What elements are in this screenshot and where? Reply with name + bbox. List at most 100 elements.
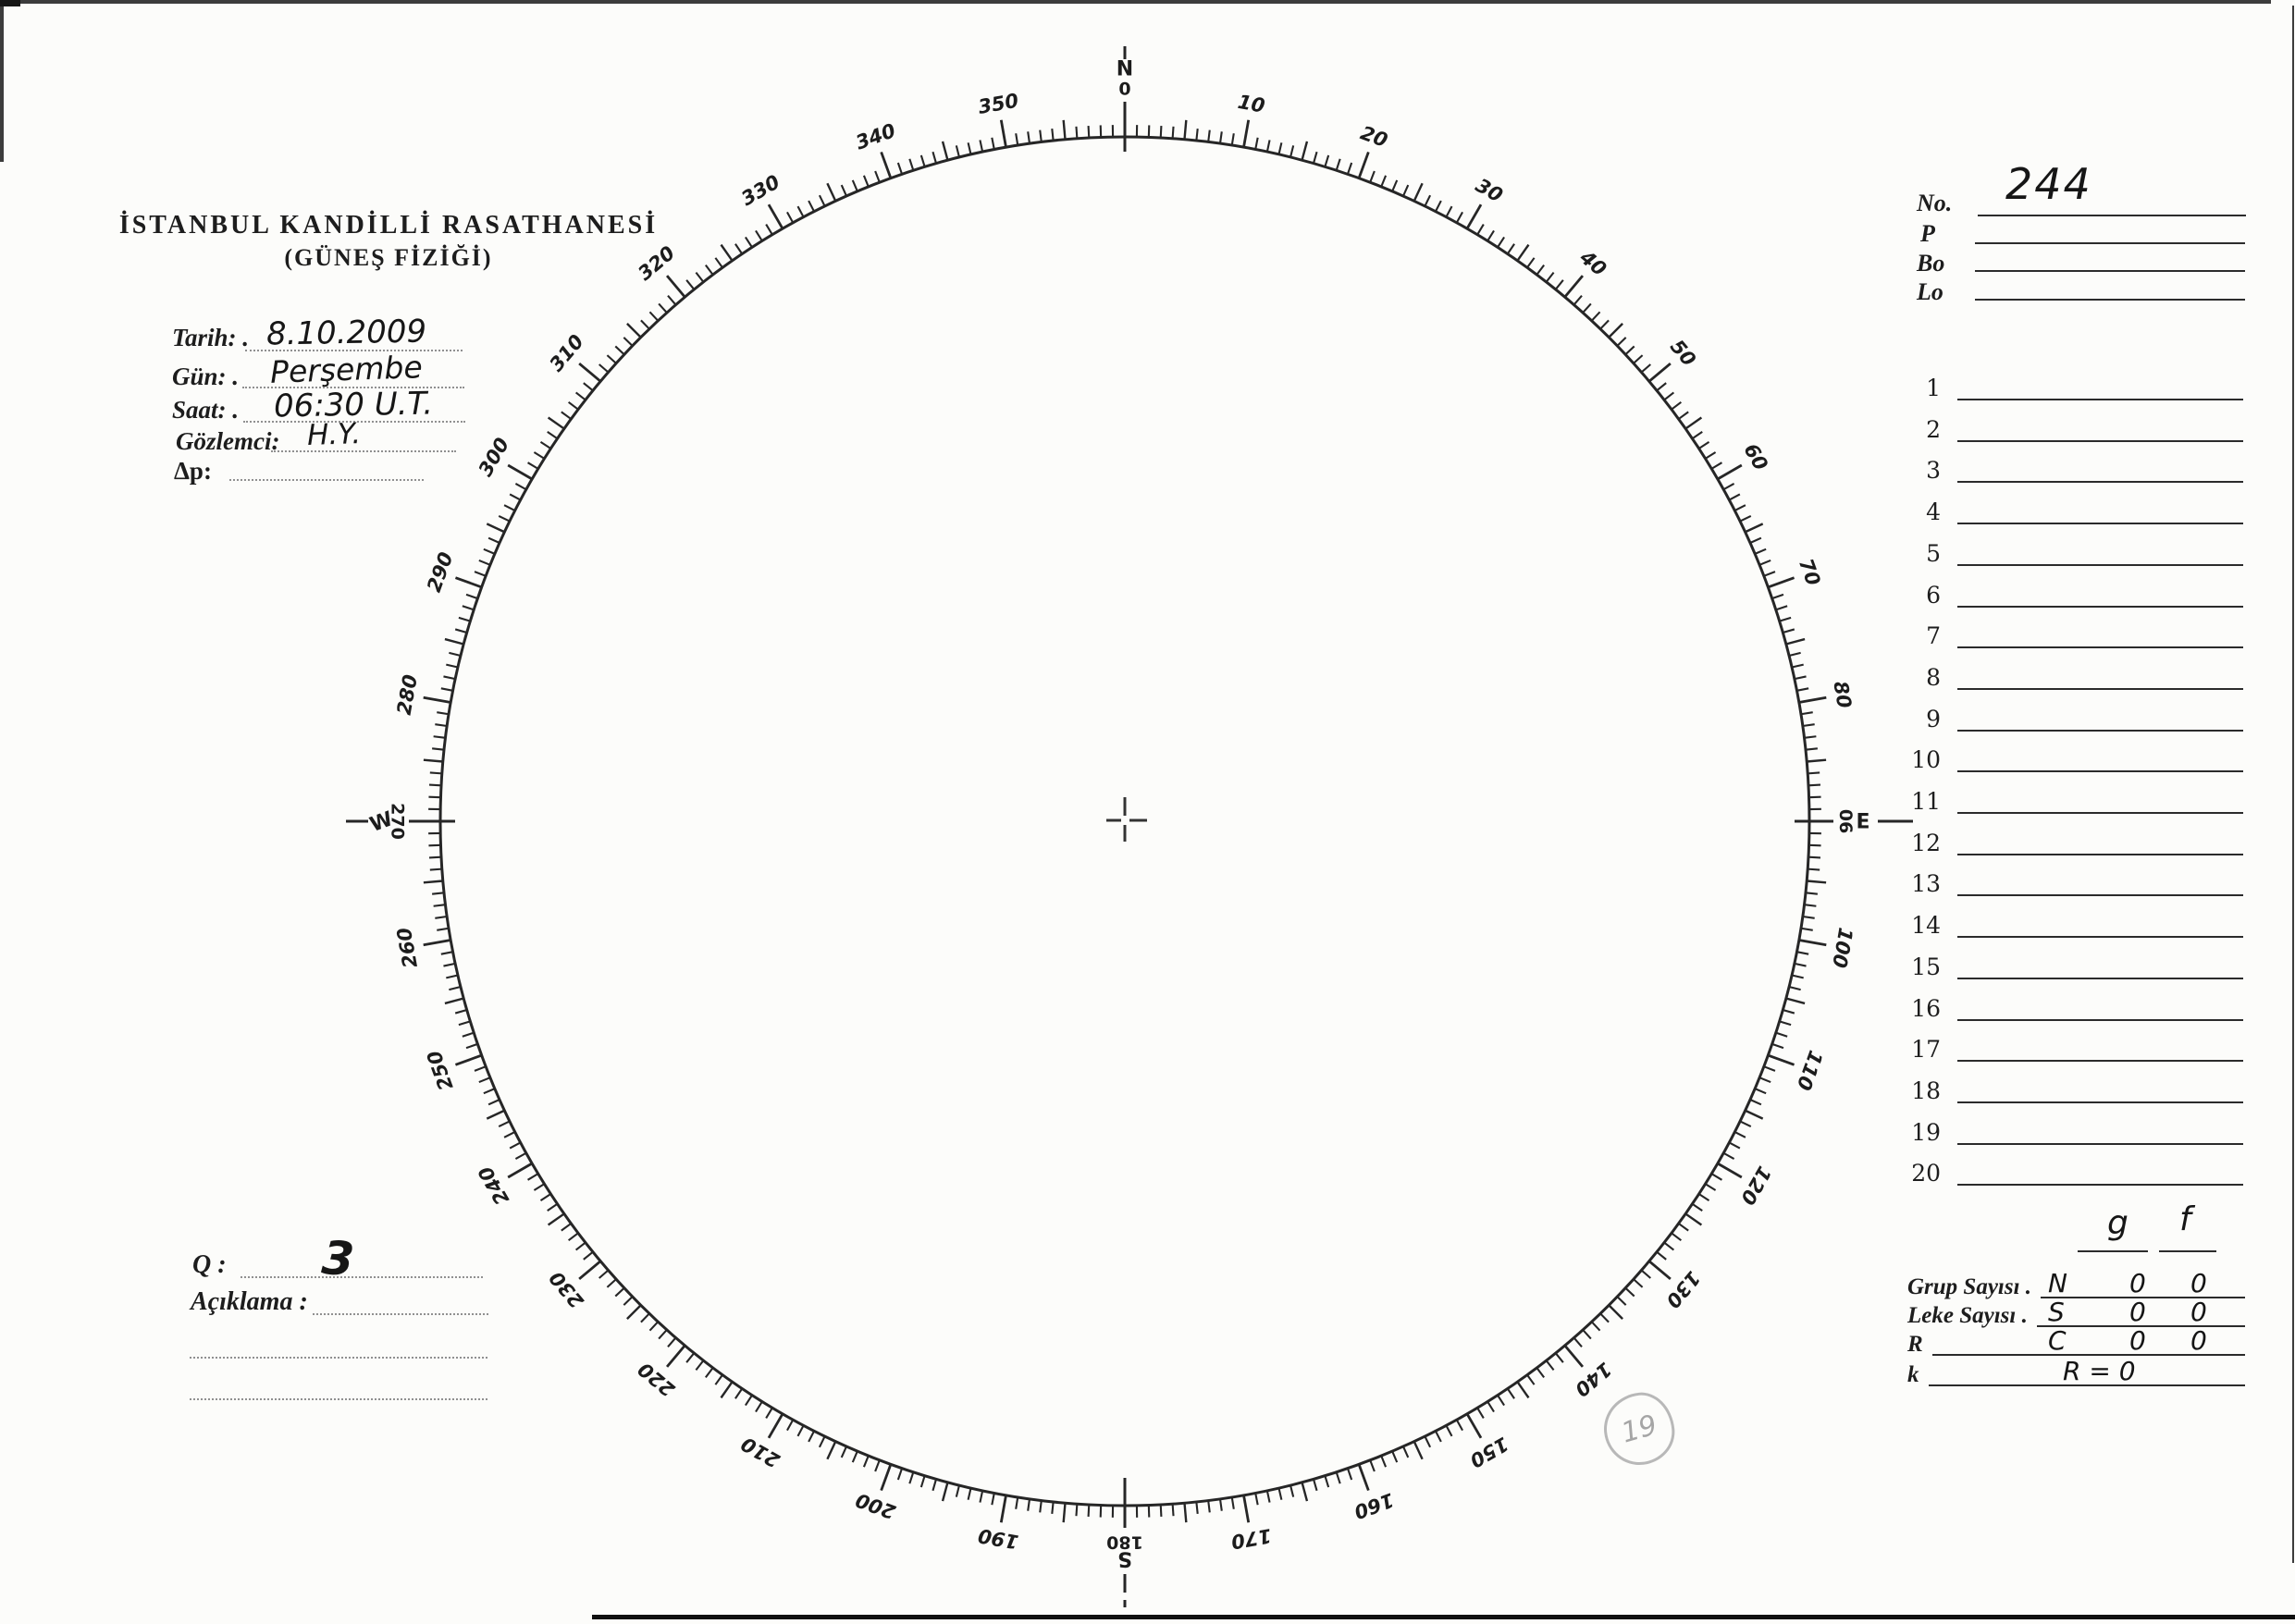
summary-rule [1928, 1357, 2245, 1386]
degree-tick [1075, 1504, 1079, 1517]
list-row-number: 20 [1911, 1160, 1941, 1187]
list-row-14: 14 [1887, 910, 2243, 939]
list-row-number: 11 [1911, 788, 1941, 815]
list-row-rule [1957, 743, 2243, 773]
degree-label: 190 [977, 1524, 1020, 1553]
degree-tick [1758, 559, 1771, 566]
degree-tick [665, 275, 686, 299]
degree-label: 80 [1829, 680, 1856, 710]
degree-tick [1545, 271, 1555, 283]
list-row-rule [1957, 495, 2243, 525]
degree-tick [1346, 1468, 1353, 1481]
col-header-f: f [2179, 1200, 2191, 1238]
degree-label: 250 [423, 1048, 458, 1093]
degree-tick [1506, 1387, 1515, 1399]
summary-g-value: 0 [2129, 1297, 2146, 1327]
degree-tick [1312, 151, 1318, 164]
degree-tick [734, 243, 744, 255]
degree-tick [932, 1479, 938, 1492]
degree-tick [498, 514, 511, 523]
degree-tick [428, 783, 442, 787]
degree-tick [478, 559, 491, 566]
degree-tick [880, 1463, 893, 1492]
degree-tick [1573, 295, 1583, 306]
degree-tick [1785, 997, 1806, 1005]
degree-tick [1754, 547, 1767, 555]
list-row-rule [1957, 1074, 2243, 1103]
degree-tick [503, 1131, 516, 1138]
degree-label: 240 [475, 1163, 514, 1209]
degree-tick [999, 119, 1007, 148]
summary-hand-value: C [2048, 1325, 2067, 1356]
disc-rim [438, 135, 1811, 1507]
list-row-13: 13 [1887, 868, 2243, 897]
degree-tick [533, 1183, 546, 1191]
degree-tick [1051, 1501, 1055, 1514]
degree-label: 30 [1472, 174, 1506, 206]
degree-label: 330 [737, 171, 784, 211]
list-row-number: 9 [1926, 705, 1941, 732]
degree-tick [880, 151, 893, 179]
degree-tick [567, 400, 579, 411]
degree-label: 60 [1739, 440, 1771, 474]
degree-tick [1324, 154, 1330, 167]
cardinal-w-degree: 270 [387, 803, 407, 840]
degree-tick [1616, 337, 1627, 347]
list-row-number: 19 [1911, 1118, 1941, 1146]
degree-tick [567, 1232, 579, 1242]
degree-tick [583, 1250, 594, 1261]
degree-tick [1691, 431, 1703, 440]
summary-hand-value: S [2048, 1297, 2065, 1327]
degree-tick [1254, 137, 1259, 150]
degree-tick [1722, 1151, 1735, 1160]
degree-tick [443, 675, 456, 681]
degree-tick [614, 1286, 625, 1298]
degree-label: 350 [977, 90, 1020, 118]
list-row-rule [1957, 660, 2243, 690]
degree-tick [1616, 1296, 1627, 1306]
degree-tick [685, 1352, 696, 1363]
degree-tick [423, 939, 451, 947]
degree-tick [1771, 593, 1784, 600]
list-row-10: 10 [1887, 743, 2243, 773]
degree-tick [507, 463, 533, 481]
summary-rule [2041, 1269, 2245, 1298]
degree-tick [454, 576, 483, 589]
list-row-number: 8 [1926, 663, 1941, 691]
degree-tick [667, 1336, 677, 1347]
summary-label: Leke Sayısı . [1907, 1303, 2028, 1328]
degree-tick [1671, 1232, 1683, 1242]
degree-tick [1678, 1223, 1689, 1232]
degree-tick [547, 416, 565, 430]
degree-tick [1704, 451, 1717, 460]
list-row-2: 2 [1887, 414, 2243, 442]
degree-tick [1798, 695, 1827, 704]
degree-tick [598, 363, 610, 374]
degree-label: 120 [1736, 1163, 1776, 1209]
list-row-5: 5 [1887, 538, 2243, 566]
degree-tick [507, 1162, 533, 1179]
degree-tick [1497, 236, 1505, 248]
field-label-tarih: Tarih: . [172, 324, 250, 351]
degree-tick [1796, 687, 1809, 692]
degree-tick [1265, 140, 1271, 153]
degree-tick [458, 1020, 471, 1027]
degree-tick [818, 1435, 826, 1448]
degree-tick [755, 229, 763, 242]
degree-tick [840, 184, 847, 197]
degree-tick [1808, 771, 1820, 775]
col-header-f-rule [2159, 1223, 2216, 1252]
degree-tick [1039, 129, 1043, 142]
list-row-number: 2 [1926, 415, 1941, 443]
degree-tick [1785, 637, 1806, 646]
degree-label: 260 [393, 926, 422, 969]
degree-tick [862, 175, 870, 188]
degree-tick [444, 997, 464, 1005]
degree-tick [1783, 628, 1795, 634]
degree-tick [1027, 131, 1031, 144]
degree-tick [1207, 1500, 1211, 1513]
degree-tick [1807, 758, 1827, 763]
degree-tick [1798, 939, 1827, 947]
degree-tick [429, 771, 442, 775]
degree-tick [1413, 1441, 1424, 1460]
